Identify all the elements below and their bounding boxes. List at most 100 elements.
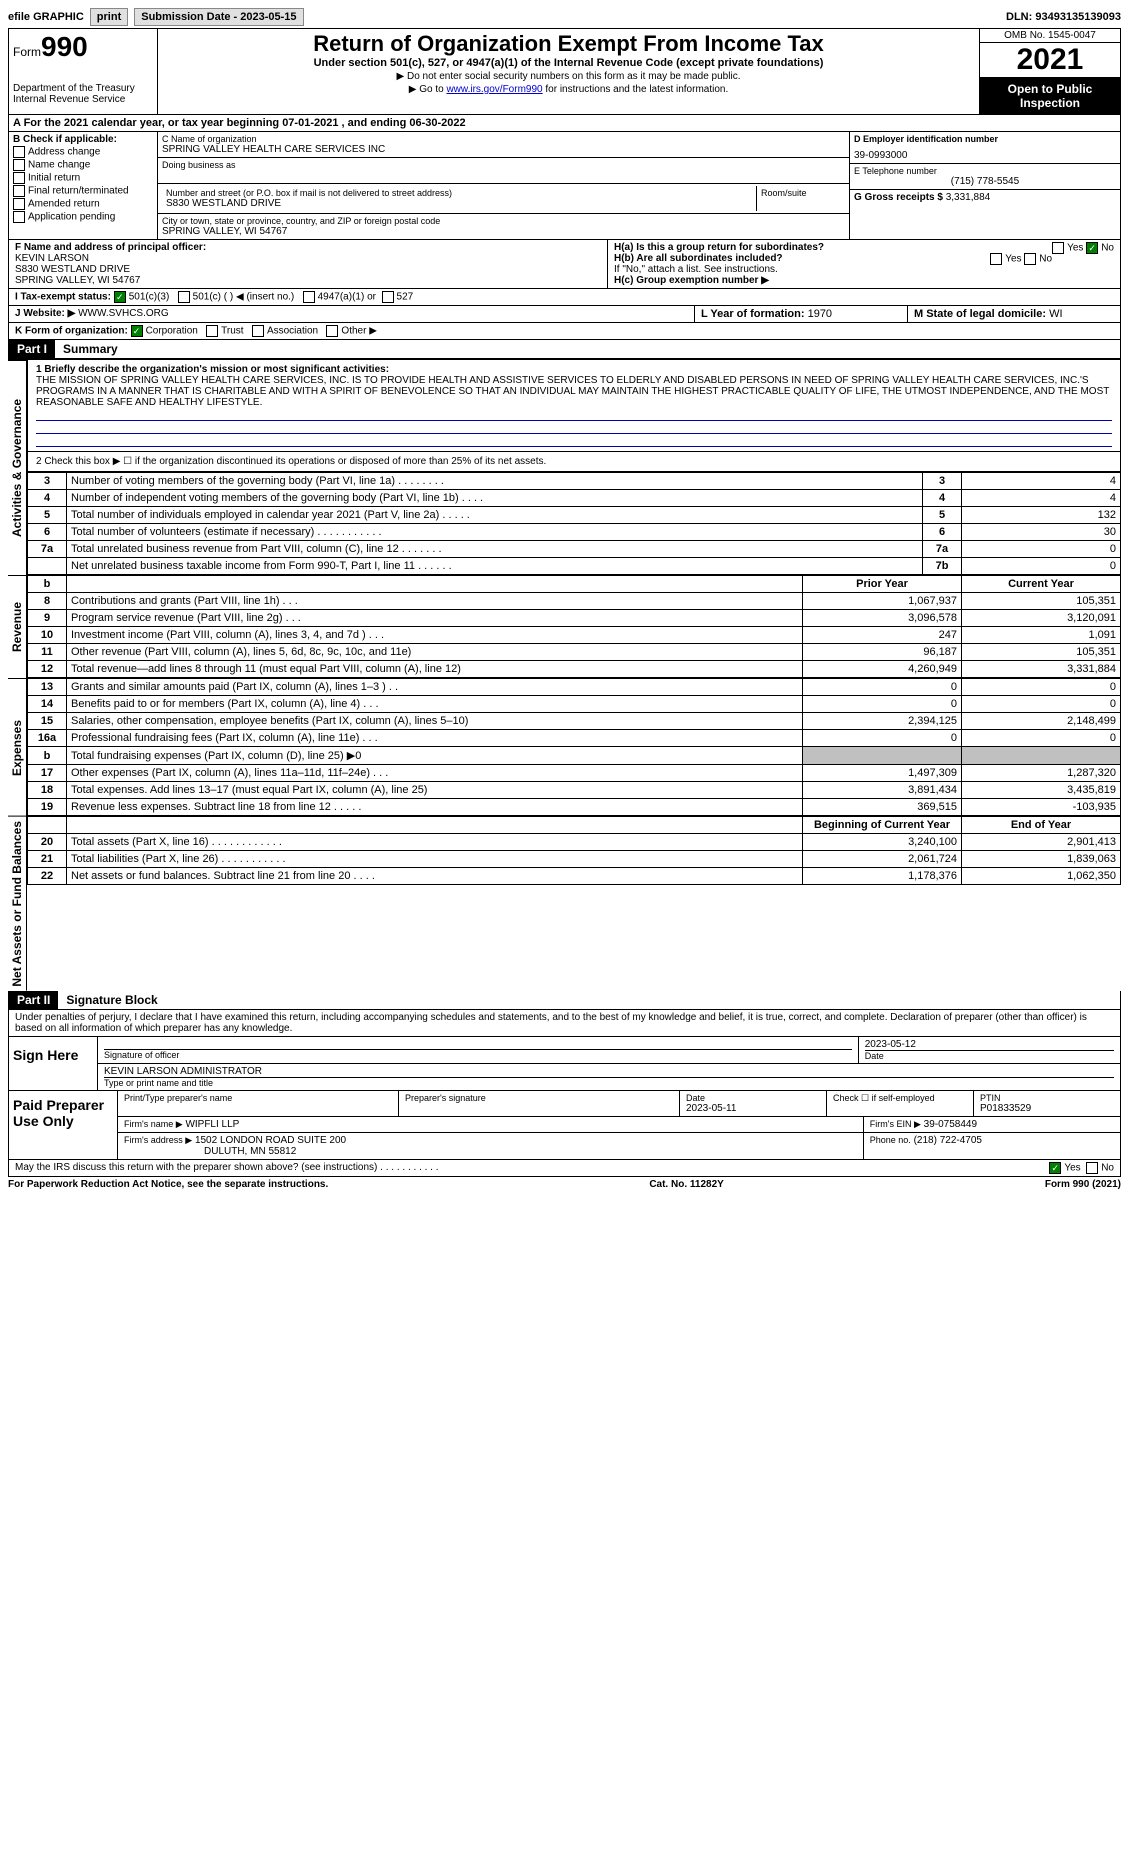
form-number: 990	[41, 31, 88, 62]
table-row: 4Number of independent voting members of…	[28, 490, 1121, 507]
j-lbl: J Website: ▶	[15, 308, 75, 319]
h-group: H(a) Is this a group return for subordin…	[607, 240, 1120, 288]
table-row: 13Grants and similar amounts paid (Part …	[28, 679, 1121, 696]
mission-text: THE MISSION OF SPRING VALLEY HEALTH CARE…	[36, 375, 1112, 408]
table-row: 7aTotal unrelated business revenue from …	[28, 541, 1121, 558]
c-city-lbl: City or town, state or province, country…	[162, 216, 845, 226]
irs-link[interactable]: www.irs.gov/Form990	[446, 84, 542, 95]
q1: 1 Briefly describe the organization's mi…	[36, 364, 1112, 375]
note2-pre: ▶ Go to	[409, 84, 447, 95]
f-addr1: S830 WESTLAND DRIVE	[15, 264, 601, 275]
l-val: 1970	[808, 308, 832, 320]
table-row: 10Investment income (Part VIII, column (…	[28, 627, 1121, 644]
irs-label: Internal Revenue Service	[13, 94, 153, 105]
k-o1: Corporation	[146, 326, 198, 337]
b-item-0: Address change	[13, 146, 153, 158]
c-room-lbl: Room/suite	[761, 188, 841, 198]
table-row: 20Total assets (Part X, line 16) . . . .…	[28, 834, 1121, 851]
print-button[interactable]: print	[90, 8, 128, 26]
f-officer: F Name and address of principal officer:…	[9, 240, 607, 288]
form-header-center: Return of Organization Exempt From Incom…	[158, 29, 979, 114]
b-item-3: Final return/terminated	[13, 185, 153, 197]
c-addr: Number and street (or P.O. box if mail i…	[158, 184, 849, 214]
q2: 2 Check this box ▶ ☐ if the organization…	[27, 452, 1121, 472]
j-val: WWW.SVHCS.ORG	[78, 308, 169, 319]
perjury: Under penalties of perjury, I declare th…	[8, 1010, 1121, 1037]
discuss-yes: Yes	[1064, 1162, 1080, 1173]
sig-date-lbl: Date	[865, 1051, 1114, 1061]
i-o3: 4947(a)(1) or	[318, 292, 376, 303]
vlabel-rev: Revenue	[8, 575, 27, 678]
form-note2: ▶ Go to www.irs.gov/Form990 for instruct…	[160, 84, 977, 95]
table-row: 16aProfessional fundraising fees (Part I…	[28, 730, 1121, 747]
f-name: KEVIN LARSON	[15, 253, 601, 264]
l-year: L Year of formation: 1970	[694, 306, 907, 322]
c-name-lbl: C Name of organization	[162, 134, 845, 144]
i-o4: 527	[397, 292, 414, 303]
paid-addr2: DULUTH, MN 55812	[204, 1146, 296, 1157]
h-b: H(b) Are all subordinates included? Yes …	[614, 253, 1114, 264]
vlabel-net: Net Assets or Fund Balances	[8, 816, 27, 991]
h-c: H(c) Group exemption number ▶	[614, 275, 1114, 286]
i-status: I Tax-exempt status: 501(c)(3) 501(c) ( …	[9, 289, 1120, 305]
paid-h5v: P01833529	[980, 1103, 1114, 1114]
form-header-right: OMB No. 1545-0047 2021 Open to Public In…	[979, 29, 1120, 114]
paid-h3: Date	[686, 1093, 820, 1103]
row-i: I Tax-exempt status: 501(c)(3) 501(c) ( …	[8, 289, 1121, 306]
d-lbl: D Employer identification number	[854, 134, 1116, 144]
g-lbl: G Gross receipts $	[854, 192, 943, 203]
table-row: 19Revenue less expenses. Subtract line 1…	[28, 799, 1121, 816]
e-val: (715) 778-5545	[854, 176, 1116, 187]
b-item-2: Initial return	[13, 172, 153, 184]
efile-label: efile GRAPHIC	[8, 11, 84, 23]
paid-ein: 39-0758449	[924, 1119, 977, 1130]
m-state: M State of legal domicile: WI	[907, 306, 1120, 322]
c-name: C Name of organization SPRING VALLEY HEA…	[158, 132, 849, 158]
row-k: K Form of organization: Corporation Trus…	[8, 323, 1121, 340]
discuss-text: May the IRS discuss this return with the…	[15, 1162, 1049, 1174]
paid-ein-lbl: Firm's EIN ▶	[870, 1119, 921, 1129]
paid-addr-lbl: Firm's address ▶	[124, 1135, 192, 1145]
e-lbl: E Telephone number	[854, 166, 1116, 176]
table-row: 18Total expenses. Add lines 13–17 (must …	[28, 782, 1121, 799]
vlabel-gov: Activities & Governance	[8, 360, 27, 575]
f-lbl: F Name and address of principal officer:	[15, 242, 601, 253]
gov-table: 3Number of voting members of the governi…	[27, 472, 1121, 575]
form-header-left: Form990 Department of the Treasury Inter…	[9, 29, 158, 114]
hdr-curr: Current Year	[962, 576, 1121, 593]
footer-mid: Cat. No. 11282Y	[649, 1179, 723, 1190]
k-o4: Other ▶	[341, 326, 376, 337]
form-title: Return of Organization Exempt From Incom…	[160, 31, 977, 57]
paid-preparer: Paid Preparer Use Only Print/Type prepar…	[8, 1091, 1121, 1160]
discuss-row: May the IRS discuss this return with the…	[8, 1160, 1121, 1177]
sig-name: KEVIN LARSON ADMINISTRATOR	[104, 1066, 1114, 1077]
open-public: Open to Public Inspection	[980, 78, 1120, 114]
paid-phone: (218) 722-4705	[914, 1135, 982, 1146]
paid-h1: Print/Type preparer's name	[124, 1093, 392, 1103]
dept-label: Department of the Treasury	[13, 83, 153, 94]
vlabel-exp: Expenses	[8, 678, 27, 816]
g-gross: G Gross receipts $ 3,331,884	[850, 190, 1120, 205]
submission-date-button[interactable]: Submission Date - 2023-05-15	[134, 8, 303, 26]
d-val: 39-0993000	[854, 150, 1116, 161]
part1-label: Part I	[9, 340, 55, 358]
c-city: City or town, state or province, country…	[158, 214, 849, 239]
net-table: Beginning of Current Year End of Year 20…	[27, 816, 1121, 885]
paid-h3v: 2023-05-11	[686, 1103, 820, 1114]
i-o2: 501(c) ( ) ◀ (insert no.)	[193, 292, 295, 303]
table-row: 6Total number of volunteers (estimate if…	[28, 524, 1121, 541]
table-row: 9Program service revenue (Part VIII, lin…	[28, 610, 1121, 627]
note2-post: for instructions and the latest informat…	[543, 84, 729, 95]
part2-title: Signature Block	[66, 993, 157, 1007]
paid-h4: Check ☐ if self-employed	[833, 1093, 967, 1104]
l-lbl: L Year of formation:	[701, 308, 805, 320]
paid-title: Paid Preparer Use Only	[9, 1091, 117, 1159]
paid-h5: PTIN	[980, 1093, 1114, 1103]
table-row: 17Other expenses (Part IX, column (A), l…	[28, 765, 1121, 782]
c-addr-val: S830 WESTLAND DRIVE	[166, 198, 752, 209]
perjury-text: Under penalties of perjury, I declare th…	[15, 1012, 1087, 1034]
row-a-tax-year: A For the 2021 calendar year, or tax yea…	[8, 115, 1121, 132]
b-header: B Check if applicable:	[13, 134, 153, 145]
k-o2: Trust	[221, 326, 243, 337]
d-ein: D Employer identification number 39-0993…	[850, 132, 1120, 164]
